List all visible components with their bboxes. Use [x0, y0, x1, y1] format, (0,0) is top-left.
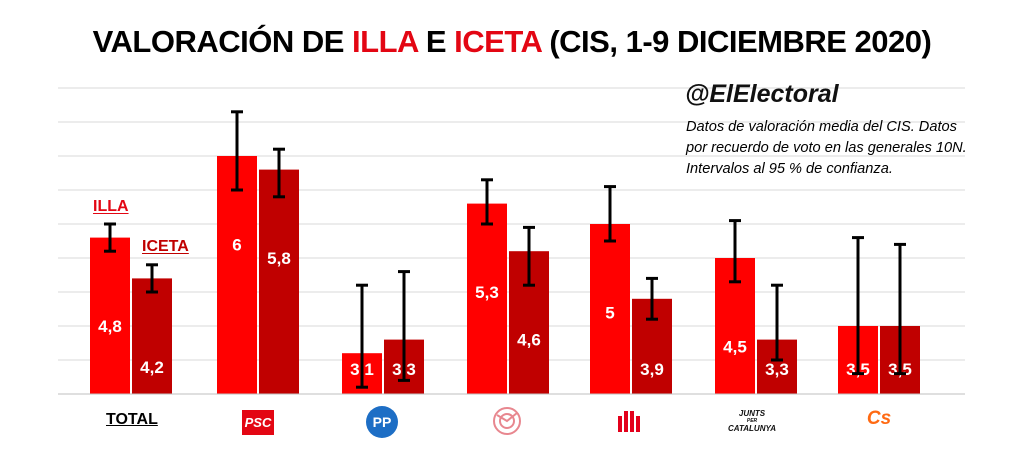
title-conjunction: E: [417, 24, 455, 59]
bar-iceta-0: [132, 278, 172, 394]
series-label-iceta: ICETA: [142, 238, 189, 255]
junts-logo: JUNTS PER CATALUNYA: [728, 404, 776, 438]
junts-logo-line2: PER: [746, 418, 758, 424]
value-label-illa-5: 4,5: [723, 337, 747, 356]
erc-logo-icon: [618, 411, 640, 432]
value-label-illa-3: 5,3: [475, 283, 499, 302]
title-prefix: VALORACIÓN DE: [92, 24, 353, 59]
title-suffix: (CIS, 1-9 DICIEMBRE 2020): [541, 24, 932, 59]
title-illa: ILLA: [352, 24, 418, 59]
erc-logo: [613, 406, 645, 434]
chart-title: VALORACIÓN DE ILLA E ICETA (CIS, 1-9 DIC…: [0, 24, 1024, 60]
junts-logo-line1: JUNTS: [738, 409, 766, 418]
bar-illa-1: [217, 156, 257, 394]
value-label-iceta-5: 3,3: [765, 360, 789, 379]
value-label-iceta-3: 4,6: [517, 331, 541, 350]
category-label-total: TOTAL: [106, 411, 158, 428]
source-handle: @ElElectoral: [685, 80, 839, 108]
value-label-iceta-1: 5,8: [267, 249, 291, 268]
cs-logo: Cs: [866, 406, 892, 432]
bar-illa-4: [590, 224, 630, 394]
bar-iceta-1: [259, 169, 299, 394]
value-label-illa-1: 6: [232, 235, 241, 254]
pp-logo-text: PP: [372, 414, 392, 430]
methodology-note: Datos de valoración media del CIS. Datos…: [686, 119, 967, 177]
value-label-iceta-4: 3,9: [640, 360, 664, 379]
comuns-logo-icon: [493, 407, 521, 435]
bar-illa-3: [467, 203, 507, 394]
bar-illa-0: [90, 237, 130, 394]
value-label-iceta-0: 4,2: [140, 358, 164, 377]
junts-logo-line3: CATALUNYA: [728, 424, 776, 433]
cs-logo-text: Cs: [866, 408, 892, 429]
value-label-illa-0: 4,8: [98, 317, 122, 336]
series-label-illa: ILLA: [93, 198, 129, 215]
comuns-logo: [491, 405, 523, 437]
pp-logo: PP: [366, 406, 398, 438]
psc-logo: PSC: [242, 410, 274, 435]
psc-logo-text: PSC: [244, 415, 272, 430]
value-label-illa-4: 5: [605, 303, 614, 322]
title-iceta: ICETA: [454, 24, 542, 59]
